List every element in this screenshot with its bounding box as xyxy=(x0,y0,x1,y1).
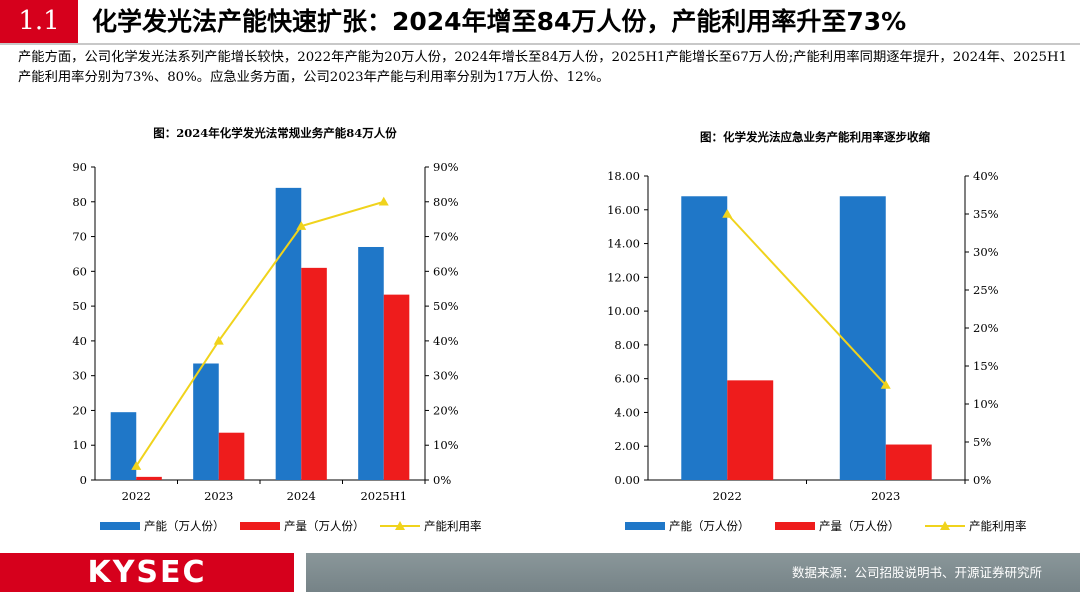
legend-capacity-swatch xyxy=(100,522,140,530)
output-bar xyxy=(727,380,774,480)
right-tick-label: 70% xyxy=(433,230,459,244)
left-tick-label: 12.00 xyxy=(607,270,640,284)
legend-utilization-marker xyxy=(395,521,405,530)
right-tick-label: 80% xyxy=(433,195,459,209)
right-tick-label: 15% xyxy=(973,359,999,373)
chart-title: 图：化学发光法应急业务产能利用率逐步收缩 xyxy=(700,130,930,144)
utilization-point xyxy=(296,221,307,230)
capacity-bar xyxy=(358,246,384,480)
page-title: 化学发光法产能快速扩张：2024年增至84万人份，产能利用率升至73% xyxy=(92,7,907,36)
legend-output-swatch xyxy=(775,522,815,530)
output-bar xyxy=(136,476,162,480)
left-tick-label: 6.00 xyxy=(614,372,640,386)
right-tick-label: 40% xyxy=(973,169,999,183)
utilization-point xyxy=(880,380,891,389)
left-tick-label: 0 xyxy=(80,473,87,487)
right-tick-label: 0% xyxy=(433,473,451,487)
left-tick-label: 10 xyxy=(72,438,87,452)
right-tick-label: 5% xyxy=(973,435,991,449)
utilization-point xyxy=(378,196,389,206)
capacity-bar xyxy=(193,363,219,480)
output-bar xyxy=(218,432,245,480)
chart-title: 图：2024年化学发光法常规业务产能84万人份 xyxy=(153,126,397,140)
right-tick-label: 25% xyxy=(973,283,999,297)
right-tick-label: 10% xyxy=(973,397,999,411)
legend-utilization-marker xyxy=(940,521,950,530)
legend-label: 产能（万人份） xyxy=(144,519,225,533)
utilization-point xyxy=(722,209,733,218)
utilization-line xyxy=(726,213,887,386)
x-tick-label: 2025H1 xyxy=(360,489,407,503)
capacity-bar xyxy=(839,196,886,480)
left-tick-label: 60 xyxy=(72,264,87,278)
left-tick-label: 18.00 xyxy=(607,169,640,183)
left-tick-label: 4.00 xyxy=(614,405,640,419)
legend-label: 产能（万人份） xyxy=(669,519,750,533)
chart-panel-emergency: 图：化学发光法应急业务产能利用率逐步收缩 0.00 2.00 4.00 6.00 8.00… xyxy=(570,125,1060,535)
chart-emergency-utilization: 图：化学发光法应急业务产能利用率逐步收缩 0.00 2.00 4.00 6.00 8.00… xyxy=(607,130,1027,533)
legend-label: 产量（万人份） xyxy=(284,519,365,533)
right-tick-label: 40% xyxy=(433,334,459,348)
right-tick-label: 10% xyxy=(433,438,459,452)
title-bar: 1.1 化学发光法产能快速扩张：2024年增至84万人份，产能利用率升至73% xyxy=(0,0,1080,43)
left-tick-label: 10.00 xyxy=(607,304,640,318)
right-tick-label: 35% xyxy=(973,207,999,221)
title-divider xyxy=(0,43,1080,45)
right-tick-label: 20% xyxy=(433,403,459,417)
output-bar xyxy=(885,444,932,480)
left-tick-label: 20 xyxy=(72,403,87,417)
legend-label: 产能利用率 xyxy=(424,519,482,533)
chart-regular-capacity: 图：2024年化学发光法常规业务产能84万人份 0 10 20 30 40 50 60 70 80… xyxy=(72,126,482,533)
left-tick-label: 8.00 xyxy=(614,338,640,352)
left-tick-label: 70 xyxy=(72,230,87,244)
intro-paragraph: 产能方面，公司化学发光法系列产能增长较快，2022年产能为20万人份，2024年… xyxy=(18,50,1068,85)
x-tick-label: 2022 xyxy=(713,489,742,503)
kysec-logo: KYSEC xyxy=(87,555,207,590)
x-tick-label: 2022 xyxy=(122,489,151,503)
right-tick-label: 0% xyxy=(973,473,991,487)
legend-label: 产量（万人份） xyxy=(819,519,900,533)
left-tick-label: 0.00 xyxy=(614,473,640,487)
capacity-bar xyxy=(681,196,728,480)
left-tick-label: 50 xyxy=(72,299,87,313)
utilization-line xyxy=(135,200,385,467)
section-number: 1.1 xyxy=(0,0,78,43)
utilization-point xyxy=(213,335,224,345)
left-tick-label: 30 xyxy=(72,369,87,383)
chart-panel-regular: 图：2024年化学发光法常规业务产能84万人份 0 10 20 30 40 50 60 70 80… xyxy=(40,125,510,535)
left-tick-label: 14.00 xyxy=(607,237,640,251)
right-tick-label: 30% xyxy=(973,245,999,259)
right-tick-label: 30% xyxy=(433,369,459,383)
footer-source-bar: 数据来源：公司招股说明书、开源证券研究所 xyxy=(306,553,1080,592)
left-tick-label: 80 xyxy=(72,195,87,209)
output-bar xyxy=(301,267,327,480)
left-tick-label: 16.00 xyxy=(607,203,640,217)
right-tick-label: 90% xyxy=(433,160,459,174)
left-tick-label: 2.00 xyxy=(614,439,640,453)
x-tick-label: 2023 xyxy=(204,489,233,503)
x-tick-label: 2024 xyxy=(287,489,316,503)
left-tick-label: 40 xyxy=(72,334,87,348)
output-bar xyxy=(383,294,410,480)
right-tick-label: 20% xyxy=(973,321,999,335)
right-tick-label: 50% xyxy=(433,299,459,313)
legend-label: 产能利用率 xyxy=(969,519,1027,533)
footer-brand-bar: KYSEC xyxy=(0,553,294,592)
legend-output-swatch xyxy=(240,522,280,530)
right-tick-label: 60% xyxy=(433,264,459,278)
left-tick-label: 90 xyxy=(72,160,87,174)
data-source: 数据来源：公司招股说明书、开源证券研究所 xyxy=(791,565,1042,580)
x-tick-label: 2023 xyxy=(871,489,900,503)
capacity-bar xyxy=(275,187,302,480)
legend-capacity-swatch xyxy=(625,522,665,530)
utilization-point xyxy=(131,461,142,470)
